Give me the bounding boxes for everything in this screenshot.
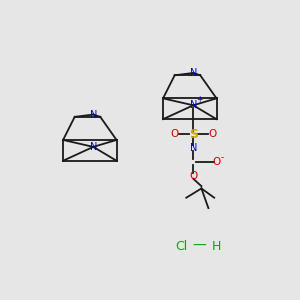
Text: N: N — [190, 143, 197, 153]
Text: O: O — [170, 129, 178, 139]
Text: N: N — [90, 110, 97, 119]
Text: O: O — [212, 157, 221, 167]
Text: N: N — [190, 100, 197, 110]
Text: O: O — [189, 171, 197, 181]
Text: +: + — [196, 95, 202, 104]
Text: O: O — [208, 129, 216, 139]
Text: N: N — [90, 142, 97, 152]
Text: N: N — [190, 68, 197, 78]
Text: S: S — [189, 128, 198, 141]
Text: -: - — [220, 153, 224, 162]
Text: H: H — [212, 240, 221, 253]
Text: Cl: Cl — [176, 240, 188, 253]
Text: —: — — [192, 239, 206, 253]
